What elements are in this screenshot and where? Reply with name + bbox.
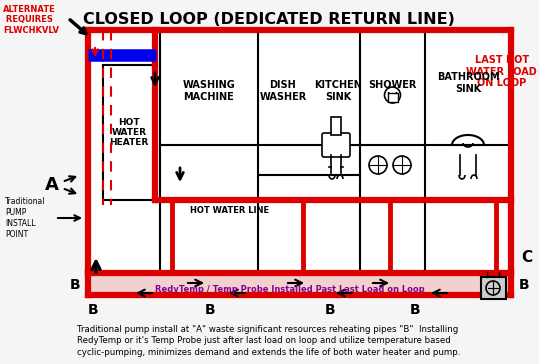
Text: Traditional
PUMP
INSTALL
POINT: Traditional PUMP INSTALL POINT <box>5 197 45 239</box>
Text: HOT WATER LINE: HOT WATER LINE <box>190 206 270 215</box>
Bar <box>103 65 155 200</box>
Text: DISH
WASHER: DISH WASHER <box>259 80 307 102</box>
Text: HOT
WATER
HEATER: HOT WATER HEATER <box>109 118 149 147</box>
Text: BATHROOM
SINK: BATHROOM SINK <box>437 72 499 94</box>
Text: KITCHEN
SINK: KITCHEN SINK <box>314 80 362 102</box>
Text: B: B <box>70 278 80 292</box>
Text: B: B <box>410 303 420 317</box>
FancyBboxPatch shape <box>322 133 350 157</box>
Bar <box>88 273 511 295</box>
Text: CLOSED LOOP (DEDICATED RETURN LINE): CLOSED LOOP (DEDICATED RETURN LINE) <box>83 12 455 27</box>
Text: B: B <box>324 303 335 317</box>
Text: LAST HOT
WATER LOAD
ON LOOP: LAST HOT WATER LOAD ON LOOP <box>466 55 537 88</box>
Text: A: A <box>45 176 59 194</box>
Bar <box>481 277 506 299</box>
Text: WASHING
MACHINE: WASHING MACHINE <box>183 80 236 102</box>
Text: SHOWER: SHOWER <box>368 80 417 90</box>
FancyBboxPatch shape <box>331 117 341 135</box>
Bar <box>88 30 511 272</box>
Text: B: B <box>519 278 530 292</box>
Text: Traditional pump install at "A" waste significant resources reheating pipes "B" : Traditional pump install at "A" waste si… <box>77 325 461 357</box>
Text: B: B <box>88 303 98 317</box>
Text: RedyTemp / Temp Probe Installed Past Last Load on Loop: RedyTemp / Temp Probe Installed Past Las… <box>155 285 425 293</box>
Text: C: C <box>521 249 532 265</box>
Text: ALTERNATE
 REQUIRES
FLWCHKVLV: ALTERNATE REQUIRES FLWCHKVLV <box>3 5 59 35</box>
Bar <box>388 93 397 102</box>
Text: B: B <box>205 303 215 317</box>
